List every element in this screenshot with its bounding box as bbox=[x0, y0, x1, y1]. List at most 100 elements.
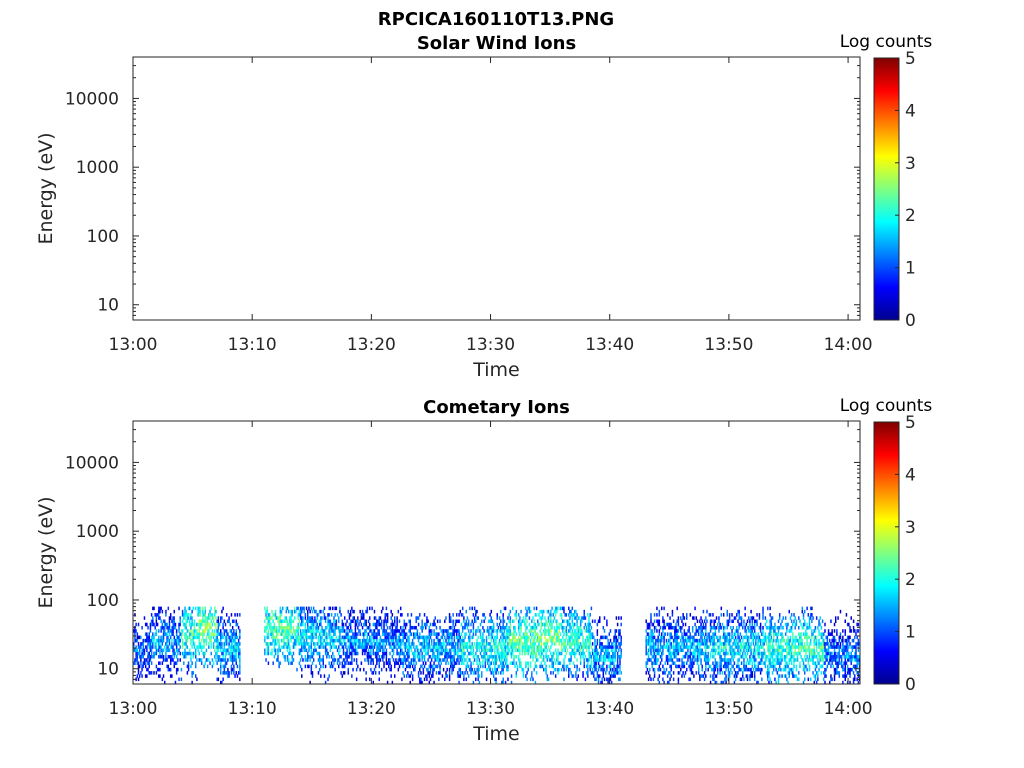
spectrogram-cell bbox=[297, 622, 299, 627]
spectrogram-cell bbox=[404, 625, 407, 630]
spectrogram-cell bbox=[134, 648, 136, 653]
spectrogram-cell bbox=[502, 671, 504, 675]
spectrogram-cell bbox=[666, 648, 669, 653]
spectrogram-cell bbox=[223, 642, 226, 646]
colorbar-tick-label: 2 bbox=[905, 206, 916, 226]
spectrogram-cell bbox=[466, 622, 469, 627]
spectrogram-cell bbox=[594, 651, 596, 656]
spectrogram-cell bbox=[228, 616, 230, 620]
spectrogram-cell bbox=[722, 680, 725, 685]
spectrogram-cell bbox=[398, 664, 401, 669]
spectrogram-cell bbox=[615, 638, 618, 643]
spectrogram-cell bbox=[453, 661, 456, 665]
spectrogram-cell bbox=[599, 654, 601, 659]
spectrogram-cell bbox=[541, 609, 544, 614]
spectrogram-cell bbox=[297, 629, 299, 633]
spectrogram-cell bbox=[161, 654, 164, 659]
spectrogram-cell bbox=[542, 642, 545, 646]
spectrogram-cell bbox=[264, 619, 266, 624]
spectrogram-cell bbox=[718, 651, 720, 656]
spectrogram-cell bbox=[289, 629, 291, 633]
spectrogram-cell bbox=[613, 651, 615, 656]
spectrogram-cell bbox=[334, 613, 336, 617]
spectrogram-cell bbox=[333, 629, 335, 633]
spectrogram-cell bbox=[603, 629, 606, 633]
spectrogram-cell bbox=[324, 629, 327, 633]
spectrogram-cell bbox=[299, 613, 302, 617]
spectrogram-cell bbox=[653, 674, 656, 678]
spectrogram-cell bbox=[676, 645, 678, 649]
spectrogram-cell bbox=[515, 613, 518, 617]
spectrogram-cell bbox=[202, 613, 204, 617]
spectrogram-cell bbox=[330, 629, 333, 633]
spectrogram-cell bbox=[533, 622, 535, 627]
spectrogram-cell bbox=[435, 654, 438, 659]
spectrogram-cell bbox=[650, 616, 652, 620]
spectrogram-cell bbox=[345, 651, 347, 656]
spectrogram-cell bbox=[588, 619, 590, 624]
spectrogram-cell bbox=[463, 619, 465, 624]
spectrogram-cell bbox=[716, 664, 719, 669]
spectrogram-cell bbox=[283, 635, 285, 640]
spectrogram-cell bbox=[727, 619, 730, 624]
spectrogram-cell bbox=[314, 645, 316, 649]
spectrogram-cell bbox=[464, 625, 466, 630]
spectrogram-cell bbox=[385, 629, 388, 633]
spectrogram-cell bbox=[342, 664, 345, 669]
spectrogram-cell bbox=[315, 629, 317, 633]
spectrogram-cell bbox=[548, 635, 551, 640]
spectrogram-cell bbox=[570, 654, 572, 659]
spectrogram-cell bbox=[730, 667, 732, 672]
spectrogram-cell bbox=[367, 632, 370, 636]
spectrogram-cell bbox=[216, 651, 218, 656]
spectrogram-cell bbox=[404, 645, 407, 649]
spectrogram-cell bbox=[205, 625, 208, 630]
spectrogram-cell bbox=[311, 638, 314, 643]
spectrogram-cell bbox=[731, 654, 733, 659]
spectrogram-cell bbox=[547, 645, 550, 649]
spectrogram-cell bbox=[436, 619, 439, 624]
spectrogram-cell bbox=[427, 648, 429, 653]
spectrogram-cell bbox=[583, 613, 585, 617]
spectrogram-cell bbox=[438, 654, 440, 659]
spectrogram-cell bbox=[572, 622, 575, 627]
spectrogram-cell bbox=[402, 629, 404, 633]
spectrogram-cell bbox=[364, 651, 366, 656]
spectrogram-cell bbox=[725, 674, 727, 678]
spectrogram-cell bbox=[451, 642, 453, 646]
spectrogram-cell bbox=[286, 635, 289, 640]
spectrogram-cell bbox=[183, 613, 185, 617]
spectrogram-cell bbox=[701, 625, 703, 630]
spectrogram-cell bbox=[453, 651, 456, 656]
spectrogram-cell bbox=[466, 664, 469, 669]
spectrogram-cell bbox=[317, 635, 320, 640]
spectrogram-cell bbox=[429, 622, 432, 627]
spectrogram-cell bbox=[210, 632, 212, 636]
spectrogram-cell bbox=[403, 658, 406, 662]
spectrogram-cell bbox=[364, 642, 366, 646]
spectrogram-cell bbox=[424, 625, 427, 630]
spectrogram-cell bbox=[221, 680, 223, 685]
spectrogram-cell bbox=[424, 648, 427, 653]
spectrogram-cell bbox=[740, 654, 743, 659]
spectrogram-cell bbox=[675, 638, 677, 643]
spectrogram-cell bbox=[146, 648, 148, 653]
spectrogram-cell bbox=[687, 654, 689, 659]
spectrogram-cell bbox=[553, 667, 556, 672]
spectrogram-cell bbox=[444, 677, 446, 682]
spectrogram-cell bbox=[148, 654, 150, 659]
spectrogram-cell bbox=[407, 651, 409, 656]
spectrogram-cell bbox=[410, 625, 413, 630]
spectrogram-cell bbox=[594, 677, 596, 682]
spectrogram-cell bbox=[271, 642, 273, 646]
spectrogram-cell bbox=[695, 625, 698, 630]
spectrogram-cell bbox=[476, 642, 478, 646]
spectrogram-cell bbox=[689, 632, 692, 636]
spectrogram-cell bbox=[521, 645, 524, 649]
spectrogram-cell bbox=[191, 616, 193, 620]
spectrogram-cell bbox=[392, 645, 395, 649]
spectrogram-cell bbox=[747, 642, 750, 646]
spectrogram-cell bbox=[664, 671, 667, 675]
spectrogram-cell bbox=[700, 625, 702, 630]
spectrogram-cell bbox=[312, 629, 315, 633]
